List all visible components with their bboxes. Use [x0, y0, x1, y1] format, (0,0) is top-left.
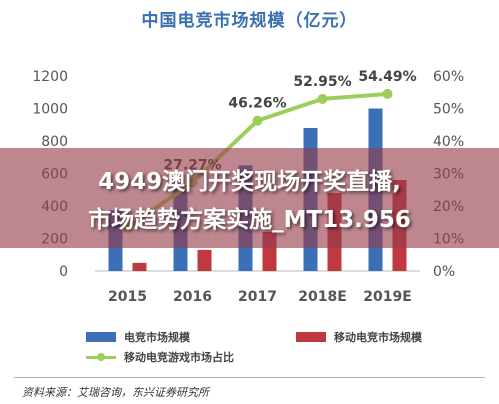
- data-label-mobile-share: 46.26%: [228, 96, 286, 112]
- x-tick-label: 2015: [108, 289, 147, 305]
- legend-label-mobile-share: 移动电竞游戏市场占比: [124, 351, 234, 364]
- x-tick-label: 2017: [238, 289, 277, 305]
- source-divider: [14, 377, 485, 378]
- bar-mobile-esports-market: [132, 262, 147, 271]
- point-mobile-share: [382, 88, 393, 99]
- x-tick-label: 2019E: [363, 289, 412, 305]
- legend-item-esports-market: 电竞市场规模: [86, 329, 190, 345]
- y-left-tick-label: 1200: [32, 69, 68, 85]
- chart-title: 中国电竞市场规模（亿元）: [141, 11, 358, 31]
- x-tick-label: 2018E: [298, 289, 347, 305]
- y-left-tick-label: 800: [41, 134, 68, 150]
- overlay-banner: 4949澳门开奖现场开奖直播, 市场趋势方案实施_MT13.956: [0, 148, 499, 248]
- legend-item-mobile-esports-market: 移动电竞市场规模: [296, 329, 422, 345]
- banner-line-2: 市场趋势方案实施_MT13.956: [88, 207, 411, 233]
- y-right-tick-label: 50%: [433, 102, 464, 118]
- data-label-mobile-share: 52.95%: [293, 74, 351, 90]
- bar-mobile-esports-market: [197, 249, 212, 271]
- legend-item-mobile-share: 移动电竞游戏市场占比: [86, 349, 234, 365]
- x-tick-label: 2016: [173, 289, 212, 305]
- banner-line-1: 4949澳门开奖现场开奖直播,: [98, 169, 401, 195]
- y-left-tick-label: 0: [59, 264, 68, 280]
- legend-label-esports-market: 电竞市场规模: [124, 331, 190, 344]
- point-mobile-share: [252, 115, 263, 126]
- y-right-tick-label: 0%: [433, 264, 455, 280]
- legend-label-mobile-esports-market: 移动电竞市场规模: [334, 331, 422, 344]
- legend-swatch-esports-market: [86, 332, 116, 342]
- y-right-tick-label: 40%: [433, 134, 464, 150]
- y-left-tick-label: 1000: [32, 102, 68, 118]
- source-note: 资料来源：艾瑞咨询，东兴证券研究所: [22, 386, 209, 399]
- y-right-tick-label: 60%: [433, 69, 464, 85]
- data-label-mobile-share: 54.49%: [358, 69, 416, 85]
- legend-swatch-mobile-share: [86, 352, 116, 362]
- legend-swatch-mobile-esports-market: [296, 332, 326, 342]
- point-mobile-share: [317, 93, 328, 104]
